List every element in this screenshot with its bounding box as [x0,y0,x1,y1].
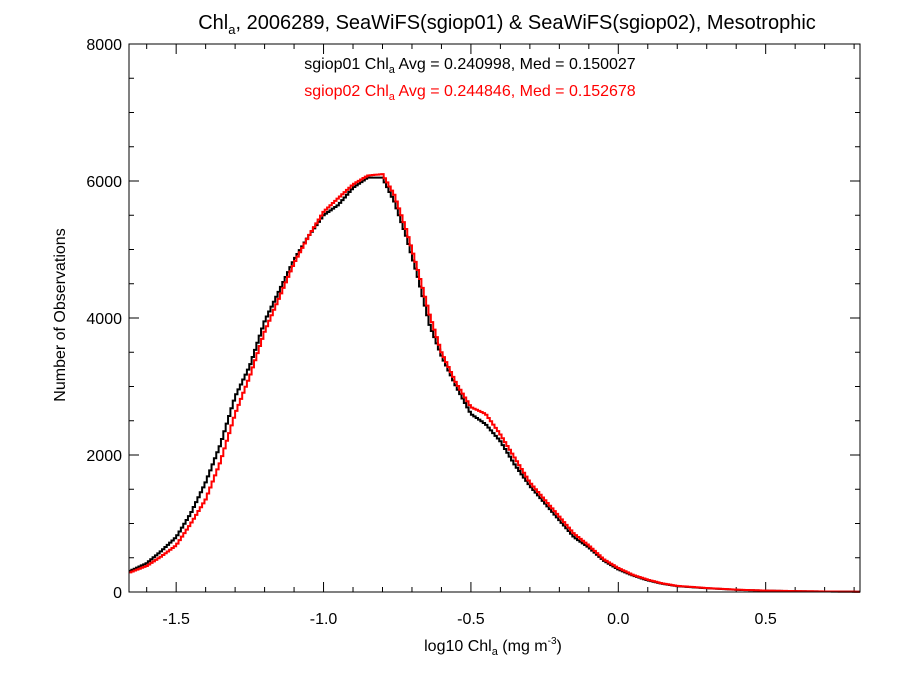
x-tick-label: 0.5 [755,611,777,628]
series-line-1 [129,176,860,593]
x-axis-label: log10 Chla (mg m-3) [424,636,562,658]
x-tick-label: -0.5 [457,611,485,628]
axis-ticks: -1.5 -1.0 -0.5 0.0 0.5 0 2000 4000 6000 8000 [86,37,860,628]
x-tick-label: 0.0 [607,611,629,628]
chart-title: Chla, 2006289, SeaWiFS(sgiop01) & SeaWiF… [198,12,816,37]
x-tick-label: -1.5 [162,611,190,628]
y-tick-label: 6000 [86,174,122,191]
y-tick-label: 8000 [86,37,122,54]
y-tick-label: 4000 [86,311,122,328]
series-group [129,173,860,593]
annotation-sgiop02: sgiop02 Chla Avg = 0.244846, Med = 0.152… [304,83,636,103]
plot-frame [128,43,861,593]
series-line-2 [129,173,860,593]
y-tick-label: 0 [113,585,122,602]
annotation-sgiop01: sgiop01 Chla Avg = 0.240998, Med = 0.150… [304,56,636,76]
y-tick-label: 2000 [86,448,122,465]
y-axis-label: Number of Observations [52,228,69,401]
x-tick-label: -1.0 [310,611,338,628]
